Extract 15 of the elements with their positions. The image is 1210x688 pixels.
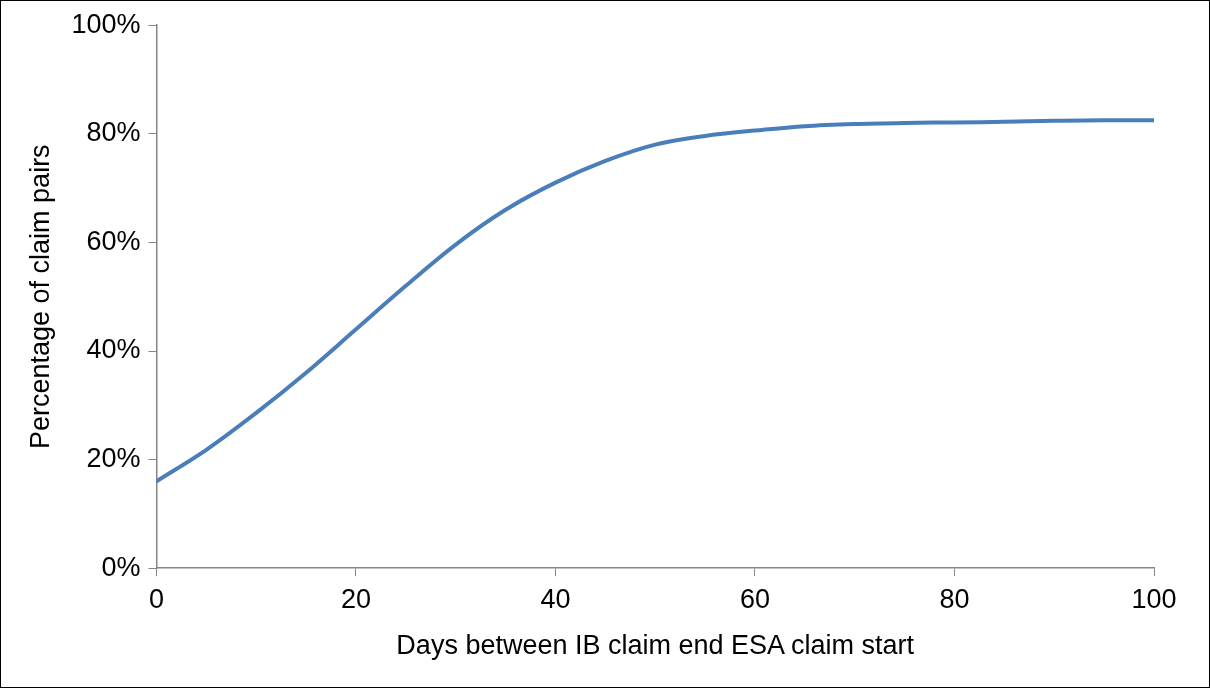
y-tick-label: 100% [71, 8, 141, 39]
y-tick-label: 20% [86, 443, 141, 474]
x-tick-label: 100 [1131, 583, 1177, 614]
y-tick-label: 40% [86, 334, 141, 365]
line-series [156, 118, 1154, 484]
y-tick-label: 0% [101, 551, 141, 582]
x-tick-label: 20 [340, 583, 371, 614]
x-tick-label: 0 [148, 583, 164, 614]
x-tick-label: 80 [939, 583, 970, 614]
x-tick-label: 60 [739, 583, 771, 614]
y-axis-title: Percentage of claim pairs [24, 144, 55, 450]
x-tick-label: 40 [540, 583, 571, 614]
x-axis-title: Days between IB claim end ESA claim start [396, 630, 915, 661]
y-tick-label: 60% [86, 225, 141, 256]
y-tick-label: 80% [86, 117, 141, 148]
